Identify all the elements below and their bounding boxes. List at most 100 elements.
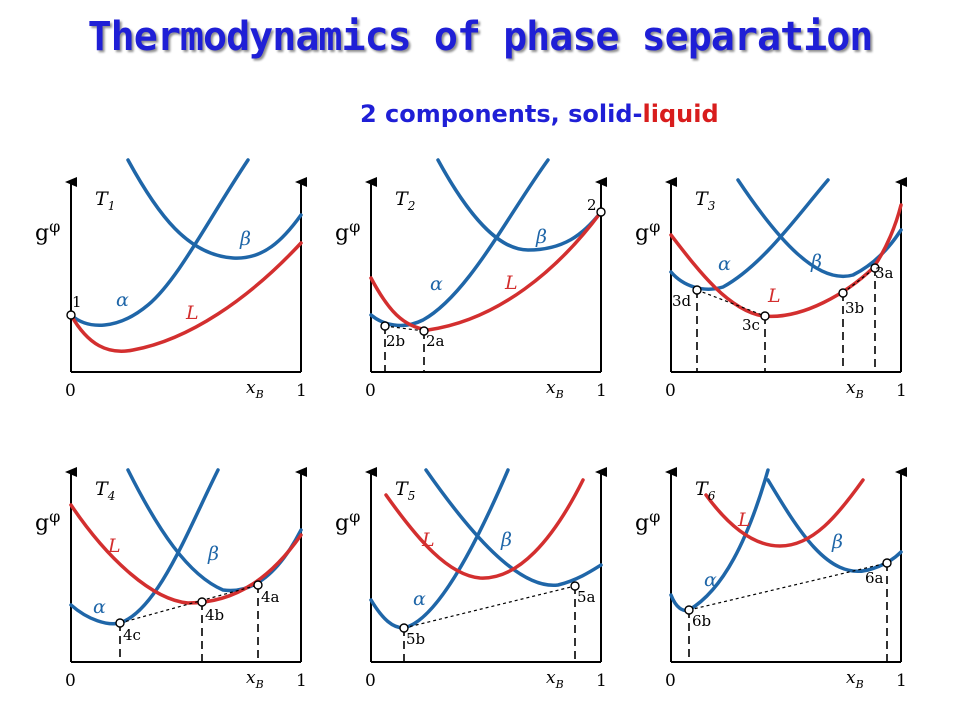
alpha-curve [669,178,830,291]
panel-t2: 2 2b 2a α β L T2 gφ 0 1 xB [335,158,607,401]
point-label-6b: 6b [692,612,711,630]
point-label-5b: 5b [406,630,425,648]
beta-label: β [239,228,251,250]
point-label-4c: 4c [123,626,141,644]
point-label-5a: 5a [577,588,596,606]
point-5b [399,623,409,633]
beta-label: β [500,529,512,551]
point-label-2a: 2a [426,332,445,350]
subtitle-prefix: 2 components, solid- [360,100,643,128]
point-6a [882,558,892,568]
x-tick-0: 0 [65,381,76,401]
beta-curve [766,478,903,574]
beta-label: β [535,226,547,248]
point-5a [570,581,580,591]
point-label-2: 2 [587,196,597,214]
alpha-label: α [430,273,443,295]
x-axis-label: xB [246,378,264,401]
point-label-1: 1 [72,293,82,311]
tangent-line [688,562,888,611]
alpha-label: α [116,289,129,311]
temperature-label: T3 [695,188,716,213]
point-1 [66,310,76,320]
liquid-curve [669,203,903,319]
x-axis-label: xB [246,668,264,691]
subtitle-liquid: liquid [642,100,719,128]
beta-label: β [831,531,843,553]
liquid-curve [69,241,303,353]
point-label-3d: 3d [672,292,692,310]
temperature-label: T2 [395,188,415,213]
x-tick-0: 0 [65,671,76,691]
panel-t4: 4c 4b 4a α β L T4 gφ 0 1 xB [35,467,307,691]
panel-t3: 3d 3c 3b 3a α β L T3 gφ 0 1 xB [635,177,907,401]
x-tick-0: 0 [365,381,376,401]
liquid-curve [369,210,603,332]
point-2a [419,326,429,336]
liquid-label: L [185,302,199,324]
point-label-3c: 3c [742,316,760,334]
x-tick-1: 1 [896,381,907,401]
alpha-label: α [704,569,717,591]
point-label-2b: 2b [386,332,405,350]
point-3a [870,263,880,273]
beta-label: β [207,543,219,565]
liquid-curve [69,503,303,605]
alpha-label: α [413,588,426,610]
point-4c [115,618,125,628]
panel-t5: 5b 5a α β L T5 gφ 0 1 xB [335,467,607,691]
x-tick-1: 1 [296,671,307,691]
y-axis-label: gφ [335,507,360,536]
x-axis-label: xB [546,378,564,401]
x-axis-label: xB [846,378,864,401]
temperature-label: T5 [395,478,415,503]
beta-label: β [810,251,822,273]
alpha-curve [369,468,510,630]
liquid-label: L [504,272,518,294]
x-tick-1: 1 [596,381,607,401]
x-tick-1: 1 [896,671,907,691]
tangent-line [384,325,425,332]
x-tick-0: 0 [365,671,376,691]
temperature-label: T1 [95,188,115,213]
panel-t1: 1 α β L T1 gφ 0 1 xB [35,158,307,401]
alpha-curve [369,158,550,328]
x-tick-0: 0 [665,381,676,401]
point-label-3a: 3a [875,264,894,282]
liquid-label: L [107,535,121,557]
point-label-3b: 3b [845,299,864,317]
point-6b [684,605,694,615]
beta-curve [126,158,303,260]
x-axis-label: xB [846,668,864,691]
point-3d [692,285,702,295]
x-tick-0: 0 [665,671,676,691]
alpha-label: α [93,596,106,618]
x-tick-1: 1 [596,671,607,691]
point-label-4b: 4b [205,606,224,624]
x-tick-1: 1 [296,381,307,401]
point-4a [253,580,263,590]
alpha-curve [669,468,770,613]
liquid-label: L [767,285,781,307]
page-subtitle: 2 components, solid-liquid [360,100,719,128]
alpha-curve [69,158,250,327]
y-axis-label: gφ [635,217,660,246]
y-axis-label: gφ [635,507,660,536]
tangent-line-right [842,267,876,294]
beta-curve [436,158,603,252]
liquid-label: L [421,529,435,551]
y-axis-label: gφ [35,217,60,246]
temperature-label: T4 [95,478,115,503]
point-3b [838,288,848,298]
point-2 [596,207,606,217]
point-label-6a: 6a [865,569,884,587]
panel-t6: 6b 6a α β L T6 gφ 0 1 xB [635,467,907,691]
beta-curve [424,468,603,587]
temperature-label: T6 [695,478,716,503]
beta-curve [126,468,303,593]
x-axis-label: xB [546,668,564,691]
liquid-curve [384,478,585,580]
point-3c [760,311,770,321]
tangent-line-left [696,289,766,317]
